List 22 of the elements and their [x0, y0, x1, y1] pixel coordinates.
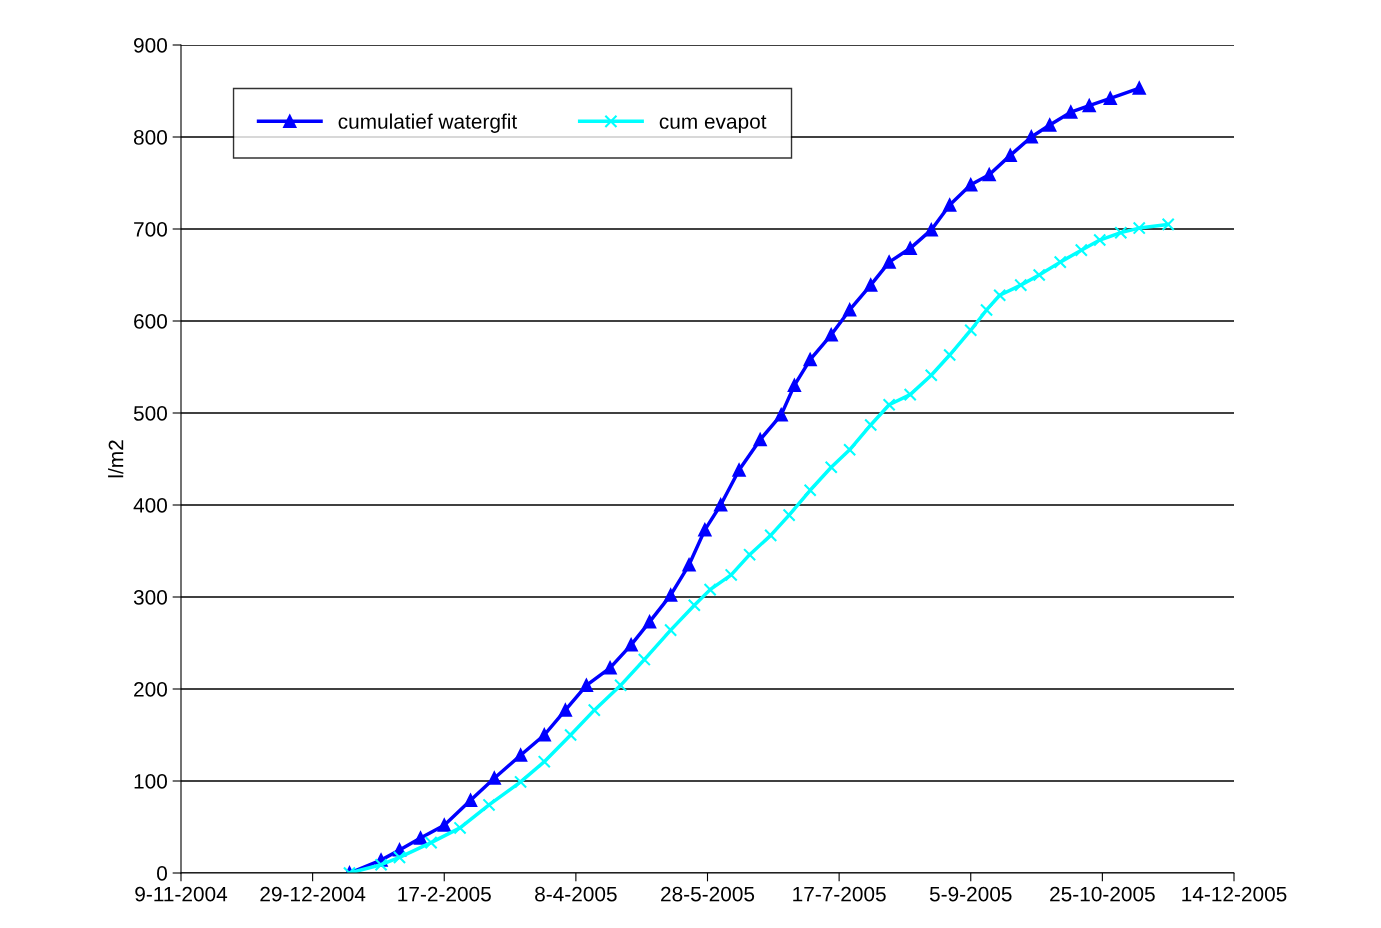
- y-tick-label: 300: [133, 590, 167, 605]
- x-tick-label: 17-7-2005: [793, 886, 886, 902]
- x-tick-label: 25-10-2005: [1050, 886, 1155, 902]
- x-tick-label: 14-12-2005: [1182, 886, 1287, 902]
- y-tick-label: 500: [133, 406, 167, 421]
- legend-label: cum evapot: [659, 115, 767, 133]
- x-tick-label: 5-9-2005: [929, 886, 1012, 902]
- x-tick-label: 28-5-2005: [661, 886, 755, 902]
- y-tick-label: 800: [133, 130, 167, 145]
- legend-label: cumulatief watergfit: [338, 113, 518, 133]
- x-tick-label: 9-11-2004: [135, 886, 228, 902]
- y-tick-label: 200: [134, 682, 167, 697]
- y-tick-label: 600: [134, 314, 167, 329]
- y-tick-label: 900: [134, 38, 167, 53]
- y-tick-label: 700: [134, 222, 167, 237]
- x-tick-label: 8-4-2005: [535, 886, 617, 902]
- y-tick-label: 400: [133, 498, 167, 513]
- y-axis-title: l/m2: [108, 440, 124, 478]
- x-tick-label: 17-2-2005: [398, 886, 491, 902]
- y-tick-label: 0: [157, 866, 167, 881]
- x-tick-label: 29-12-2004: [260, 886, 366, 902]
- y-tick-label: 100: [134, 774, 167, 789]
